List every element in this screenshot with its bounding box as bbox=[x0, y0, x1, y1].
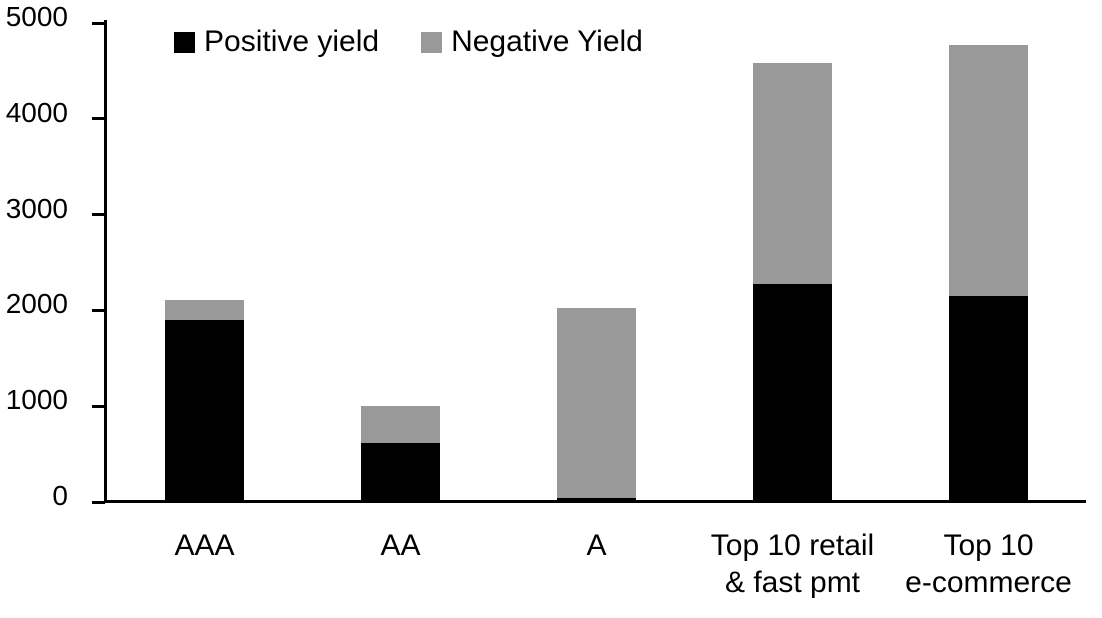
x-category-label-line: & fast pmt bbox=[724, 566, 861, 599]
legend-item-positive-yield: Positive yield bbox=[174, 25, 379, 59]
y-tick bbox=[92, 500, 105, 504]
x-category-label: AA bbox=[380, 527, 420, 564]
x-category-label: Top 10 e-commerce bbox=[905, 527, 1072, 601]
legend: Positive yield Negative Yield bbox=[174, 25, 643, 59]
y-tick-label: 2000 bbox=[5, 288, 68, 320]
bar-segment-negative bbox=[361, 406, 440, 443]
y-tick-label: 4000 bbox=[5, 96, 68, 128]
y-tick bbox=[92, 213, 105, 217]
y-tick bbox=[92, 404, 105, 408]
x-category-label-line: Top 10 retail bbox=[710, 529, 875, 562]
y-axis-line bbox=[104, 20, 107, 503]
x-category-label: Top 10 retail & fast pmt bbox=[711, 527, 874, 601]
x-category-label-line: Top 10 bbox=[943, 529, 1034, 562]
y-tick-label: 5000 bbox=[5, 1, 68, 32]
x-category-label-line: AAA bbox=[174, 529, 235, 562]
negative-yield-swatch-icon bbox=[421, 31, 443, 53]
x-category-label: A bbox=[586, 527, 606, 564]
x-category-label-line: e-commerce bbox=[905, 566, 1072, 599]
x-category-label-line: AA bbox=[380, 529, 421, 562]
y-tick bbox=[92, 117, 105, 121]
legend-label-negative-yield: Negative Yield bbox=[451, 25, 643, 58]
legend-item-negative-yield: Negative Yield bbox=[421, 25, 643, 59]
x-category-label: AAA bbox=[174, 527, 234, 564]
bar-segment-positive bbox=[165, 319, 244, 502]
y-tick-label: 1000 bbox=[5, 384, 68, 416]
y-tick bbox=[92, 308, 105, 312]
positive-yield-swatch-icon bbox=[174, 31, 195, 53]
bar-segment-positive bbox=[753, 283, 832, 502]
x-axis-line bbox=[104, 500, 1086, 503]
bar-segment-negative bbox=[165, 299, 244, 320]
y-tick bbox=[92, 21, 105, 25]
y-tick-label: 0 bbox=[52, 480, 68, 511]
bar-segment-positive bbox=[949, 296, 1028, 502]
legend-label-positive-yield: Positive yield bbox=[204, 25, 380, 58]
bar-segment-negative bbox=[949, 45, 1028, 297]
bar-segment-positive bbox=[361, 442, 440, 502]
x-category-label-line: A bbox=[586, 529, 607, 562]
bar-segment-negative bbox=[753, 63, 832, 284]
y-tick-label: 3000 bbox=[5, 192, 68, 224]
bar-segment-negative bbox=[557, 307, 636, 499]
